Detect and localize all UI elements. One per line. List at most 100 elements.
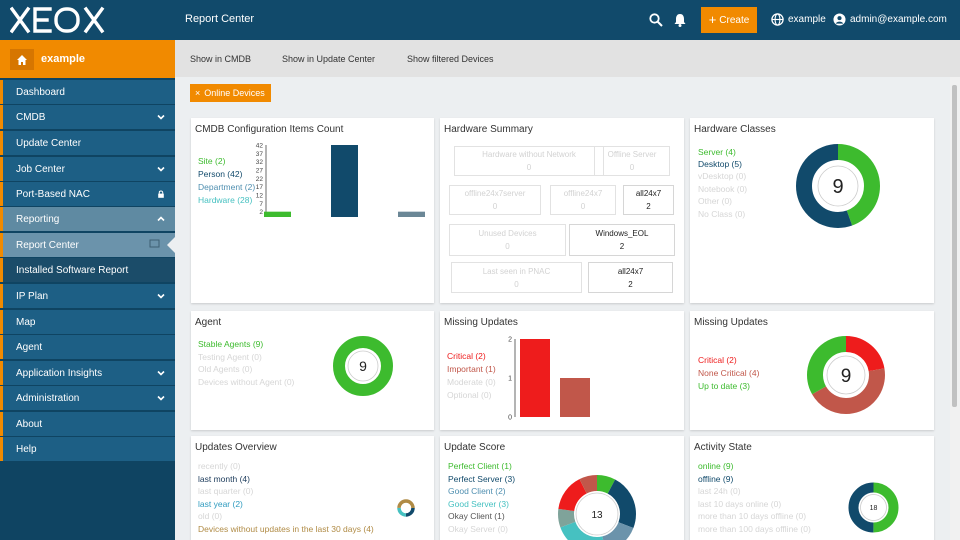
donut-slice-up-to-date[interactable] — [807, 336, 885, 414]
sidebar-item-job-center[interactable]: Job Center — [3, 157, 175, 181]
sidebar-item-update-center[interactable]: Update Center — [3, 131, 175, 155]
legend-moderate[interactable]: Moderate (0) — [447, 377, 496, 387]
sidebar-item-reporting[interactable]: Reporting — [3, 207, 175, 231]
donut-slice-none-critical[interactable] — [807, 336, 885, 414]
donut-slice-desktop[interactable] — [796, 144, 880, 228]
legend-optional[interactable]: Optional (0) — [447, 390, 492, 400]
bell-icon[interactable] — [672, 12, 688, 28]
sidebar-item-cmdb[interactable]: CMDB — [3, 105, 175, 129]
hardware-summary-box[interactable]: all24x7 2 — [588, 262, 673, 293]
legend-perfect-client[interactable]: Perfect Client (1) — [448, 461, 512, 471]
bar-site[interactable] — [264, 211, 291, 217]
legend-server[interactable]: Server (4) — [698, 147, 736, 157]
sidebar-item-about[interactable]: About — [3, 412, 175, 436]
legend-stable-agents[interactable]: Stable Agents (9) — [198, 339, 264, 349]
donut-slice-stable-agents[interactable] — [333, 336, 393, 396]
legend-good-client[interactable]: Good Client (2) — [448, 486, 506, 496]
legend-last-quarter[interactable]: last quarter (0) — [198, 486, 254, 496]
hardware-summary-box[interactable]: all24x7 2 — [623, 185, 674, 215]
hardware-summary-box[interactable]: Hardware without Network 0 — [454, 146, 604, 176]
legend-online[interactable]: online (9) — [698, 461, 734, 471]
legend-site[interactable]: Site (2) — [198, 156, 226, 166]
bar-critical[interactable] — [520, 339, 550, 417]
sidebar-item-ip-plan[interactable]: IP Plan — [3, 284, 175, 308]
legend-perfect-server[interactable]: Perfect Server (3) — [448, 474, 516, 484]
donut-slice-offline[interactable] — [848, 482, 899, 533]
card-missing-updates-bar[interactable]: Missing Updates Critical (2) Important (… — [440, 311, 684, 430]
card-hardware-classes[interactable]: Hardware Classes Server (4) Desktop (5) … — [690, 118, 934, 303]
legend-important[interactable]: Important (1) — [447, 364, 496, 374]
legend-good-server[interactable]: Good Server (3) — [448, 499, 509, 509]
card-updates-overview[interactable]: Updates Overview recently (0) last month… — [191, 436, 434, 540]
legend-vdesktop[interactable]: vDesktop (0) — [698, 171, 747, 181]
box-value: 2 — [646, 202, 651, 211]
hardware-summary-box[interactable]: offline24x7server 0 — [449, 185, 541, 215]
chevron-down-icon — [157, 293, 165, 299]
sidebar-item-dashboard[interactable]: Dashboard — [3, 80, 175, 104]
scrollbar-thumb[interactable] — [952, 85, 957, 407]
missing-updates-donut: 9 — [807, 336, 885, 414]
legend-recently[interactable]: recently (0) — [198, 461, 241, 471]
home-button[interactable] — [10, 49, 34, 70]
legend-hardware[interactable]: Hardware (28) — [198, 195, 253, 205]
close-icon[interactable]: × — [195, 88, 201, 98]
tab-show-filtered-devices[interactable]: Show filtered Devices — [407, 54, 494, 64]
legend-none-critical[interactable]: None Critical (4) — [698, 368, 760, 378]
bar-person[interactable] — [331, 145, 358, 217]
legend-no-class[interactable]: No Class (0) — [698, 209, 746, 219]
site-header[interactable]: example — [0, 40, 175, 78]
legend-critical[interactable]: Critical (2) — [447, 351, 486, 361]
legend-last-month[interactable]: last month (4) — [198, 474, 250, 484]
card-agent[interactable]: Agent Stable Agents (9) Testing Agent (0… — [191, 311, 434, 430]
search-icon[interactable] — [648, 12, 664, 28]
card-activity-state[interactable]: Activity State online (9) offline (9) la… — [690, 436, 934, 540]
legend-notebook[interactable]: Notebook (0) — [698, 184, 748, 194]
legend-offline[interactable]: offline (9) — [698, 474, 734, 484]
card-hardware-summary[interactable]: Hardware Summary Hardware without Networ… — [440, 118, 684, 303]
sidebar-item-port-based-nac[interactable]: Port-Based NAC — [3, 182, 175, 206]
legend-last-10-days-online[interactable]: last 10 days online (0) — [698, 499, 782, 509]
legend-department[interactable]: Department (2) — [198, 182, 256, 192]
legend-up-to-date[interactable]: Up to date (3) — [698, 381, 750, 391]
tab-show-in-update-center[interactable]: Show in Update Center — [282, 54, 376, 64]
card-missing-updates-donut[interactable]: Missing Updates Critical (2) None Critic… — [690, 311, 934, 430]
filter-chip-online-devices[interactable]: × Online Devices — [190, 84, 271, 102]
bar-important[interactable] — [560, 378, 590, 417]
hardware-summary-box[interactable]: Last seen in PNAC 0 — [451, 262, 582, 293]
legend-person[interactable]: Person (42) — [198, 169, 243, 179]
sidebar-item-administration[interactable]: Administration — [3, 386, 175, 410]
hardware-summary-box[interactable]: Windows_EOL 2 — [569, 224, 675, 256]
legend-more-than-100-days-offline[interactable]: more than 100 days offline (0) — [698, 524, 811, 534]
sidebar-item-report-center[interactable]: Report Center — [3, 233, 175, 257]
legend-critical[interactable]: Critical (2) — [698, 355, 737, 365]
legend-devices-without-agent[interactable]: Devices without Agent (0) — [198, 377, 295, 387]
bar-department[interactable] — [398, 211, 425, 217]
xeox-logo[interactable] — [10, 6, 112, 34]
legend-more-than-10-days-offline[interactable]: more than 10 days offline (0) — [698, 511, 807, 521]
legend-last-24h[interactable]: last 24h (0) — [698, 486, 741, 496]
sidebar-item-installed-software-report[interactable]: Installed Software Report — [3, 258, 175, 282]
hardware-summary-box[interactable]: Offline Server 0 — [594, 146, 670, 176]
create-button[interactable]: + Create — [701, 7, 757, 33]
sidebar-accent — [0, 335, 3, 359]
user-menu[interactable]: admin@example.com — [833, 13, 947, 26]
sidebar-item-agent[interactable]: Agent — [3, 335, 175, 359]
legend-old[interactable]: old (0) — [198, 511, 223, 521]
legend-okay-client[interactable]: Okay Client (1) — [448, 511, 505, 521]
tab-show-in-cmdb[interactable]: Show in CMDB — [190, 54, 252, 64]
site-selector[interactable]: example — [771, 13, 826, 26]
sidebar-item-map[interactable]: Map — [3, 310, 175, 334]
sidebar-item-application-insights[interactable]: Application Insights — [3, 361, 175, 385]
sidebar-item-help[interactable]: Help — [3, 437, 175, 461]
legend-devices-without-updates[interactable]: Devices without updates in the last 30 d… — [198, 524, 374, 534]
hardware-summary-box[interactable]: offline24x7 0 — [550, 185, 616, 215]
card-update-score[interactable]: Update Score Perfect Client (1) Perfect … — [440, 436, 684, 540]
legend-other[interactable]: Other (0) — [698, 196, 733, 206]
legend-desktop[interactable]: Desktop (5) — [698, 159, 742, 169]
legend-old-agents[interactable]: Old Agents (0) — [198, 364, 253, 374]
card-cmdb-items[interactable]: CMDB Configuration Items Count Site (2) … — [191, 118, 434, 303]
legend-testing-agent[interactable]: Testing Agent (0) — [198, 352, 262, 362]
legend-okay-server[interactable]: Okay Server (0) — [448, 524, 508, 534]
legend-last-year[interactable]: last year (2) — [198, 499, 243, 509]
hardware-summary-box[interactable]: Unused Devices 0 — [449, 224, 566, 256]
